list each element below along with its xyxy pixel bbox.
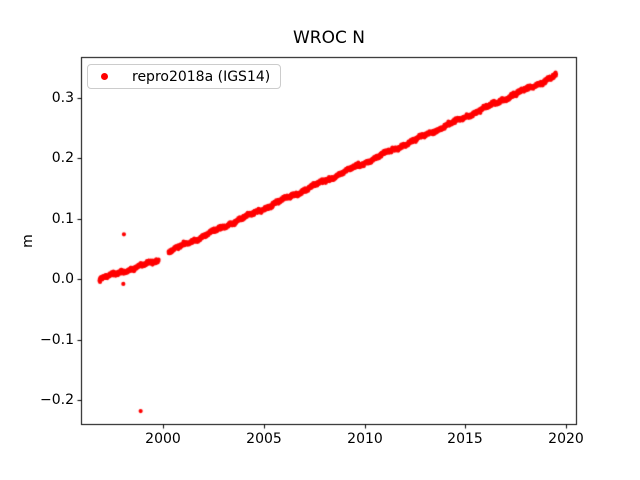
x-tick-label: 2000	[145, 431, 181, 447]
x-tick-label: 2020	[548, 431, 584, 447]
legend: repro2018a (IGS14)	[87, 64, 282, 89]
x-tick-label: 2005	[246, 431, 282, 447]
legend-label: repro2018a (IGS14)	[132, 68, 271, 85]
y-tick-label: −0.2	[40, 392, 74, 408]
chart-title: WROC N	[293, 28, 365, 48]
y-tick-label: 0.2	[51, 150, 74, 166]
y-tick-label: 0.1	[51, 211, 74, 227]
y-tick-label: −0.1	[40, 332, 74, 348]
legend-dot-icon	[101, 73, 108, 80]
y-tick-label: 0.3	[51, 90, 74, 106]
x-tick-label: 2015	[447, 431, 483, 447]
y-tick-label: 0.0	[51, 271, 74, 287]
y-axis-label: m	[20, 234, 36, 248]
x-tick-label: 2010	[347, 431, 383, 447]
